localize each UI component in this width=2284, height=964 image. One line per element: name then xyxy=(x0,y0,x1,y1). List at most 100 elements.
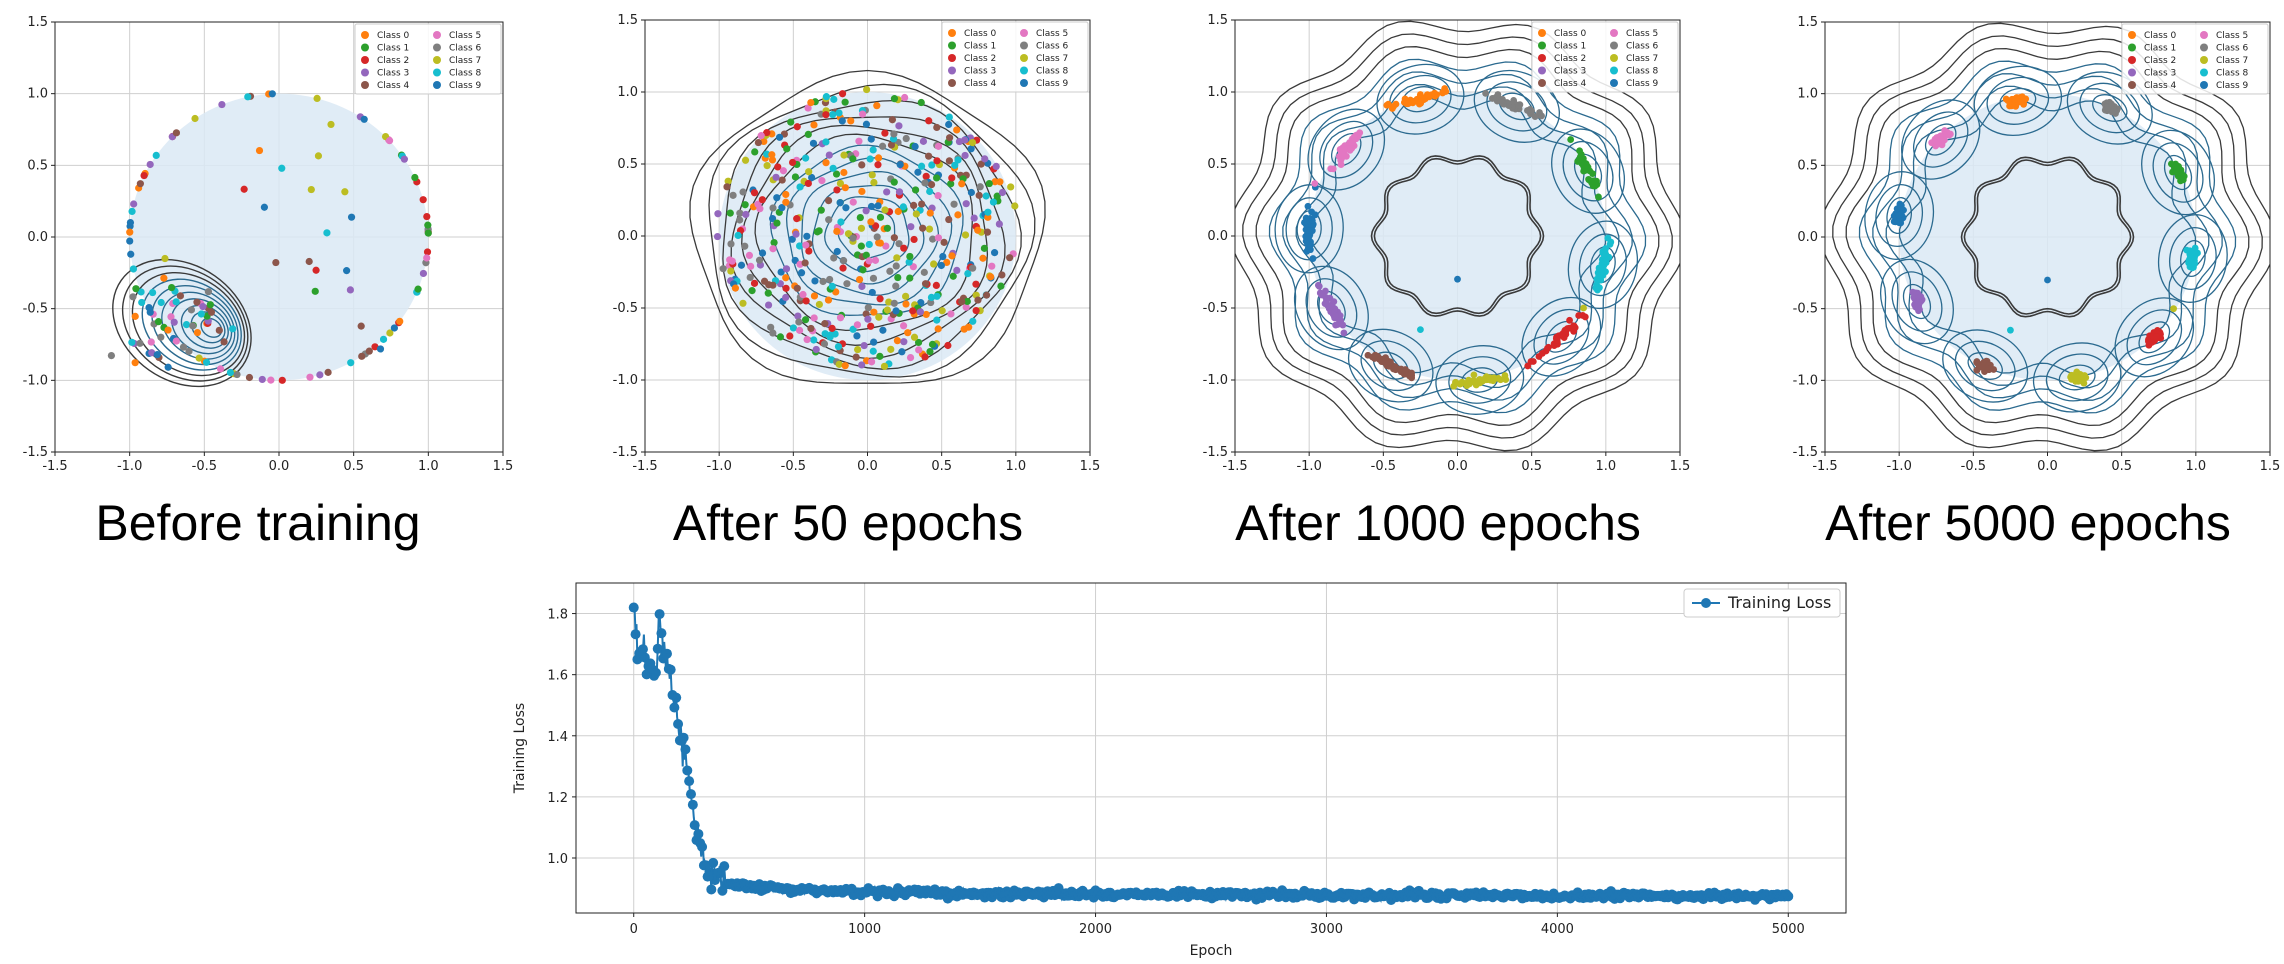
data-point xyxy=(847,117,855,125)
data-point xyxy=(875,313,883,321)
data-point xyxy=(824,196,833,205)
data-point xyxy=(128,207,136,215)
cluster-contour xyxy=(1376,63,1465,135)
data-point xyxy=(837,218,845,226)
data-point xyxy=(1566,316,1573,324)
scatter-points xyxy=(1301,85,1615,390)
data-point xyxy=(828,282,836,290)
data-point xyxy=(831,330,839,338)
legend-label: Training Loss xyxy=(1727,593,1831,612)
data-point xyxy=(737,261,746,269)
data-point xyxy=(1606,240,1614,248)
data-point xyxy=(1306,244,1314,252)
data-point xyxy=(972,306,980,315)
data-point xyxy=(961,231,970,239)
x-tick-label: -1.0 xyxy=(117,459,142,474)
legend-marker xyxy=(1538,41,1546,50)
x-tick-label: 0.5 xyxy=(2111,459,2132,474)
legend-label: Class 8 xyxy=(449,69,482,79)
data-point xyxy=(245,373,254,382)
data-point xyxy=(810,314,818,322)
data-point xyxy=(911,186,920,194)
data-point xyxy=(835,360,843,368)
data-point xyxy=(804,130,812,138)
cluster-contour xyxy=(1305,278,1358,338)
cluster-contour xyxy=(2058,364,2096,391)
data-point xyxy=(795,242,804,250)
y-tick-label: -1.5 xyxy=(1203,445,1228,460)
data-point xyxy=(914,338,923,347)
data-point xyxy=(907,223,915,231)
data-point xyxy=(838,117,846,125)
data-point xyxy=(858,282,866,291)
data-point xyxy=(902,134,910,143)
cluster-contour xyxy=(1891,271,1943,332)
density-contour xyxy=(141,278,242,371)
data-point xyxy=(1007,183,1015,191)
data-point xyxy=(787,118,795,126)
data-point xyxy=(386,329,394,337)
scatter-panel-after-50-epochs: -1.5 -1.0 -0.5 0.0 0.5 1.0 1.5 -1.5 -1.0 -0.5 0.0 0… xyxy=(613,13,1101,474)
cluster-contour xyxy=(2092,94,2128,122)
data-point xyxy=(1011,202,1019,210)
data-point xyxy=(833,227,841,235)
data-point xyxy=(975,191,983,199)
data-point xyxy=(804,104,812,112)
scatter-points xyxy=(107,90,432,384)
data-point xyxy=(360,115,368,123)
cluster-contour xyxy=(2138,321,2171,354)
density-contour xyxy=(1370,155,1545,317)
legend-marker xyxy=(1020,41,1028,50)
density-contour xyxy=(785,157,953,306)
data-point xyxy=(760,137,768,146)
caption-after-1000-epochs: After 1000 epochs xyxy=(1235,495,1641,551)
data-point xyxy=(977,160,985,168)
legend-label: Class 6 xyxy=(1626,42,1659,52)
legend-box xyxy=(2121,23,2269,95)
data-point xyxy=(1574,158,1582,165)
data-point xyxy=(769,204,777,212)
data-point xyxy=(857,242,865,250)
data-point xyxy=(307,185,315,194)
data-point xyxy=(128,338,136,346)
data-point xyxy=(839,264,847,272)
data-point xyxy=(1382,359,1390,367)
data-point xyxy=(802,154,810,162)
data-point xyxy=(856,213,864,222)
x-tick-label: 1.5 xyxy=(1080,459,1101,474)
data-point xyxy=(944,341,952,350)
x-tick-label: 2000 xyxy=(1079,922,1112,937)
y-tick-label: -1.5 xyxy=(1793,445,1818,460)
data-point xyxy=(808,173,816,182)
data-point xyxy=(757,132,765,140)
data-point xyxy=(828,324,836,332)
x-axis-label: Epoch xyxy=(1190,943,1233,959)
data-point xyxy=(1006,254,1014,262)
data-point xyxy=(853,332,861,340)
legend-label: Class 0 xyxy=(377,31,410,41)
cluster-contour xyxy=(1986,76,2050,125)
data-point xyxy=(962,200,970,208)
data-point xyxy=(741,201,749,209)
data-point xyxy=(1417,98,1425,106)
data-point xyxy=(1544,344,1551,352)
data-point xyxy=(874,154,883,162)
y-tick-label: -1.0 xyxy=(1793,373,1818,388)
data-point xyxy=(793,284,801,292)
data-point xyxy=(371,343,379,351)
data-point xyxy=(782,190,790,199)
data-point xyxy=(411,173,419,182)
legend-label: Class 0 xyxy=(1554,29,1587,39)
data-point xyxy=(1369,353,1376,361)
data-point xyxy=(754,138,762,147)
data-point xyxy=(801,316,810,324)
y-tick-label: 1.5 xyxy=(1207,13,1228,28)
data-point xyxy=(852,353,860,361)
loss-markers xyxy=(628,602,1794,906)
data-point xyxy=(895,122,903,130)
data-point xyxy=(193,328,202,337)
data-point xyxy=(970,214,978,222)
x-tick-label: 0.5 xyxy=(343,459,364,474)
data-point xyxy=(179,343,188,351)
legend-label: Class 2 xyxy=(377,56,409,66)
